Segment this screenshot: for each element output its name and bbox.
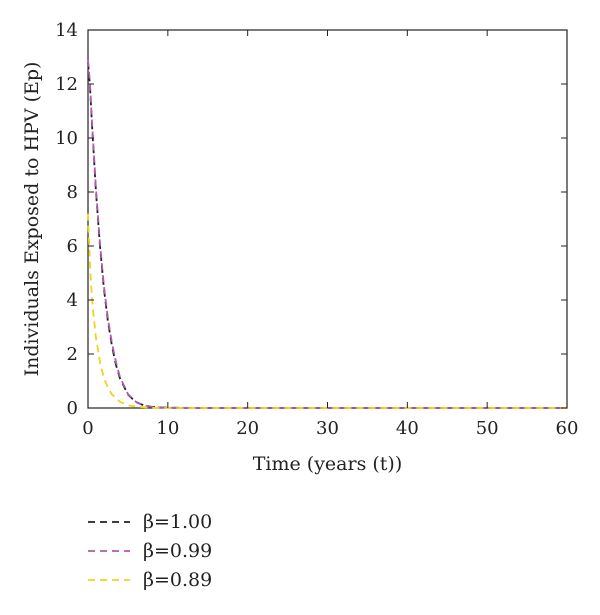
- x-tick-label: 20: [236, 418, 259, 439]
- series-line-2: [87, 59, 567, 409]
- series-line-1: [87, 62, 567, 409]
- x-tick-label: 40: [396, 418, 419, 439]
- legend-item-2: β=0.99: [88, 540, 212, 562]
- series-layer: [87, 59, 567, 409]
- y-tick-label: 6: [67, 236, 78, 257]
- series-line-3: [87, 213, 567, 409]
- legend-label: β=0.89: [143, 569, 212, 591]
- x-tick-label: 50: [476, 418, 499, 439]
- y-axis-label: Individuals Exposed to HPV (Ep): [21, 62, 43, 377]
- x-axis-label: Time (years (t)): [253, 453, 403, 475]
- x-tick-label: 60: [556, 418, 579, 439]
- y-tick-label: 4: [67, 290, 78, 311]
- y-tick-label: 2: [67, 344, 78, 365]
- y-tick-label: 10: [55, 128, 78, 149]
- legend-item-3: β=0.89: [88, 569, 212, 591]
- y-tick-label: 8: [67, 182, 78, 203]
- legend-label: β=0.99: [143, 540, 212, 562]
- plot-frame: [87, 29, 568, 409]
- x-tick-label: 30: [316, 418, 339, 439]
- y-tick-label: 0: [67, 398, 78, 419]
- legend-item-1: β=1.00: [88, 511, 212, 533]
- x-tick-label: 0: [82, 418, 93, 439]
- x-tick-label: 10: [156, 418, 179, 439]
- y-tick-label: 12: [55, 74, 78, 95]
- legend-label: β=1.00: [143, 511, 212, 533]
- plot-area: 0 10 20 30 40 50 60 0 2 4 6 8 10 12 14: [55, 20, 578, 439]
- y-axis-ticks: 0 2 4 6 8 10 12 14: [55, 20, 567, 419]
- y-tick-label: 14: [55, 20, 78, 41]
- legend: β=1.00 β=0.99 β=0.89: [88, 511, 212, 591]
- x-axis-ticks: 0 10 20 30 40 50 60: [82, 30, 578, 439]
